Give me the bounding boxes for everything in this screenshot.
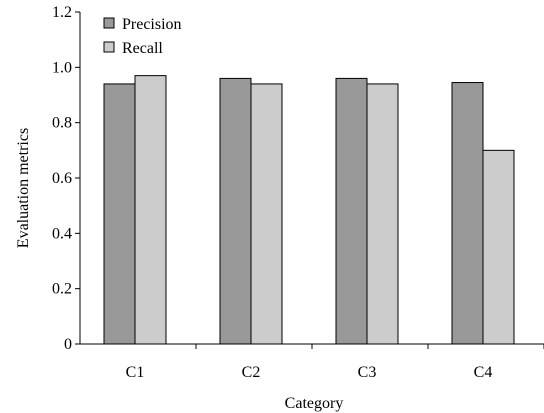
bar-precision-c2 — [219, 77, 252, 345]
y-tick-label: 0.6 — [52, 170, 72, 187]
y-tick-label: 0.8 — [52, 115, 72, 132]
bar-recall-c4 — [482, 149, 515, 345]
x-axis-title: Category — [285, 395, 344, 412]
y-tick-label: 1.2 — [52, 4, 72, 21]
x-ticks-group: C1 C2 C3 C4 — [126, 344, 544, 381]
x-tick-label: C2 — [242, 364, 261, 381]
bar-recall-c1 — [134, 75, 167, 345]
y-tick-label: 0 — [64, 336, 72, 353]
legend-label-recall: Recall — [122, 40, 163, 57]
y-ticks-group: 0 0.2 0.4 0.6 0.8 1.0 1.2 — [52, 4, 80, 353]
bar-recall-c3 — [366, 83, 399, 345]
y-tick-label: 0.2 — [52, 281, 72, 298]
bar-recall-c2 — [250, 83, 283, 345]
y-tick-label: 1.0 — [52, 59, 72, 76]
legend-swatch-recall — [103, 41, 115, 53]
bar-precision-c1 — [103, 83, 136, 345]
x-tick-label: C1 — [126, 364, 145, 381]
legend-label-precision: Precision — [122, 16, 182, 33]
legend-swatch-precision — [103, 17, 115, 29]
x-tick-label: C4 — [474, 364, 493, 381]
x-tick-label: C3 — [358, 364, 377, 381]
legend: Precision Recall — [103, 16, 182, 57]
bar-precision-c3 — [335, 77, 368, 345]
bar-precision-c4 — [451, 82, 484, 345]
y-tick-label: 0.4 — [52, 225, 72, 242]
y-axis-title: Evaluation metrics — [15, 128, 32, 248]
bars-group — [103, 75, 515, 345]
